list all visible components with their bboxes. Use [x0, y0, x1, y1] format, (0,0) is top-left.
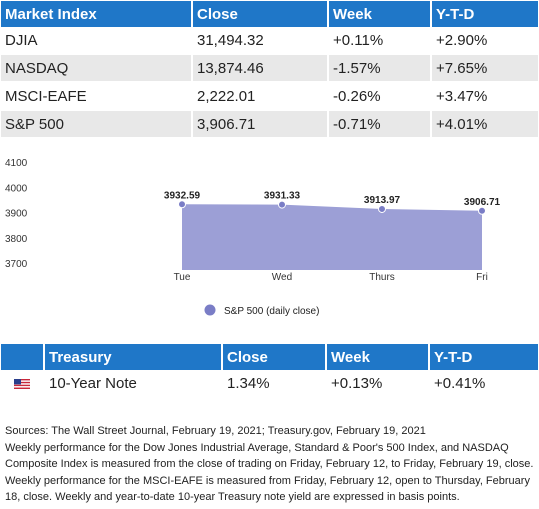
column-header — [1, 344, 45, 370]
x-tick-label: Tue — [174, 272, 191, 283]
index-name: DJIA — [1, 27, 193, 55]
series-area — [182, 204, 482, 270]
table-header-row: Market Index Close Week Y-T-D — [1, 1, 538, 27]
y-tick-label: 3800 — [5, 234, 28, 245]
week-change: -1.57% — [328, 54, 432, 83]
methodology-note: Weekly performance for the Dow Jones Ind… — [5, 441, 534, 504]
index-name: NASDAQ — [1, 54, 193, 83]
data-point — [278, 200, 286, 209]
table-header-row: Treasury Close Week Y-T-D — [1, 344, 538, 370]
index-name: MSCI-EAFE — [1, 82, 193, 111]
column-header: Close — [192, 1, 329, 27]
data-label: 3906.71 — [464, 197, 501, 208]
column-header: Y-T-D — [429, 344, 538, 370]
ytd-change: +2.90% — [431, 27, 538, 55]
sources-note: Sources: The Wall Street Journal, Februa… — [5, 425, 426, 437]
week-change: +0.13% — [326, 370, 430, 396]
column-header: Market Index — [1, 1, 193, 27]
data-point — [178, 200, 186, 209]
x-axis: Tue Wed Thurs Fri — [174, 272, 488, 283]
close-value: 1.34% — [222, 370, 327, 396]
us-flag-icon — [14, 378, 30, 389]
column-header: Treasury — [44, 344, 223, 370]
close-value: 3,906.71 — [192, 110, 329, 139]
y-tick-label: 4100 — [5, 158, 28, 169]
sp500-area-chart: 4100 4000 3900 3800 3700 3932.59 3931.33 3913.… — [5, 158, 501, 317]
table-row: DJIA 31,494.32 +0.11% +2.90% — [1, 27, 538, 55]
data-point — [378, 204, 386, 213]
table-row: MSCI-EAFE 2,222.01 -0.26% +3.47% — [1, 82, 538, 111]
legend-marker-icon — [204, 304, 216, 316]
y-axis: 4100 4000 3900 3800 3700 — [5, 158, 28, 270]
ytd-change: +0.41% — [434, 374, 486, 392]
x-tick-label: Wed — [272, 272, 292, 283]
footnotes: Sources: The Wall Street Journal, Februa… — [5, 423, 535, 506]
treasury-table: Treasury Close Week Y-T-D 10-Year Note 1… — [1, 344, 538, 396]
data-point — [478, 206, 486, 215]
column-header: Y-T-D — [431, 1, 538, 27]
data-label: 3931.33 — [264, 191, 301, 202]
column-header: Week — [328, 1, 432, 27]
column-header: Week — [326, 344, 430, 370]
week-change: -0.71% — [328, 110, 432, 139]
week-change: -0.26% — [328, 82, 432, 111]
y-tick-label: 3900 — [5, 209, 28, 220]
close-value: 31,494.32 — [192, 27, 329, 55]
index-name: S&P 500 — [1, 110, 193, 139]
market-index-table: Market Index Close Week Y-T-D DJIA 31,49… — [1, 1, 538, 139]
ytd-change: +3.47% — [431, 82, 538, 111]
data-label: 3932.59 — [164, 190, 201, 201]
table-row: S&P 500 3,906.71 -0.71% +4.01% — [1, 110, 538, 139]
table-row: 10-Year Note 1.34% +0.13% +0.41% — [1, 370, 538, 396]
y-tick-label: 4000 — [5, 183, 28, 194]
close-value: 13,874.46 — [192, 54, 329, 83]
ytd-change: +7.65% — [431, 54, 538, 83]
data-label: 3913.97 — [364, 195, 401, 206]
ytd-change: +4.01% — [431, 110, 538, 139]
x-tick-label: Thurs — [369, 272, 395, 283]
table-row: NASDAQ 13,874.46 -1.57% +7.65% — [1, 54, 538, 83]
series-points — [178, 200, 486, 215]
treasury-name: 10-Year Note — [44, 370, 223, 396]
legend: S&P 500 (daily close) — [204, 304, 319, 317]
y-tick-label: 3700 — [5, 259, 28, 270]
column-header: Close — [222, 344, 327, 370]
data-labels: 3932.59 3931.33 3913.97 3906.71 — [164, 190, 501, 208]
flag-cell — [1, 370, 45, 396]
week-change: +0.11% — [328, 27, 432, 55]
x-tick-label: Fri — [476, 272, 488, 283]
close-value: 2,222.01 — [192, 82, 329, 111]
legend-label: S&P 500 (daily close) — [224, 306, 319, 317]
